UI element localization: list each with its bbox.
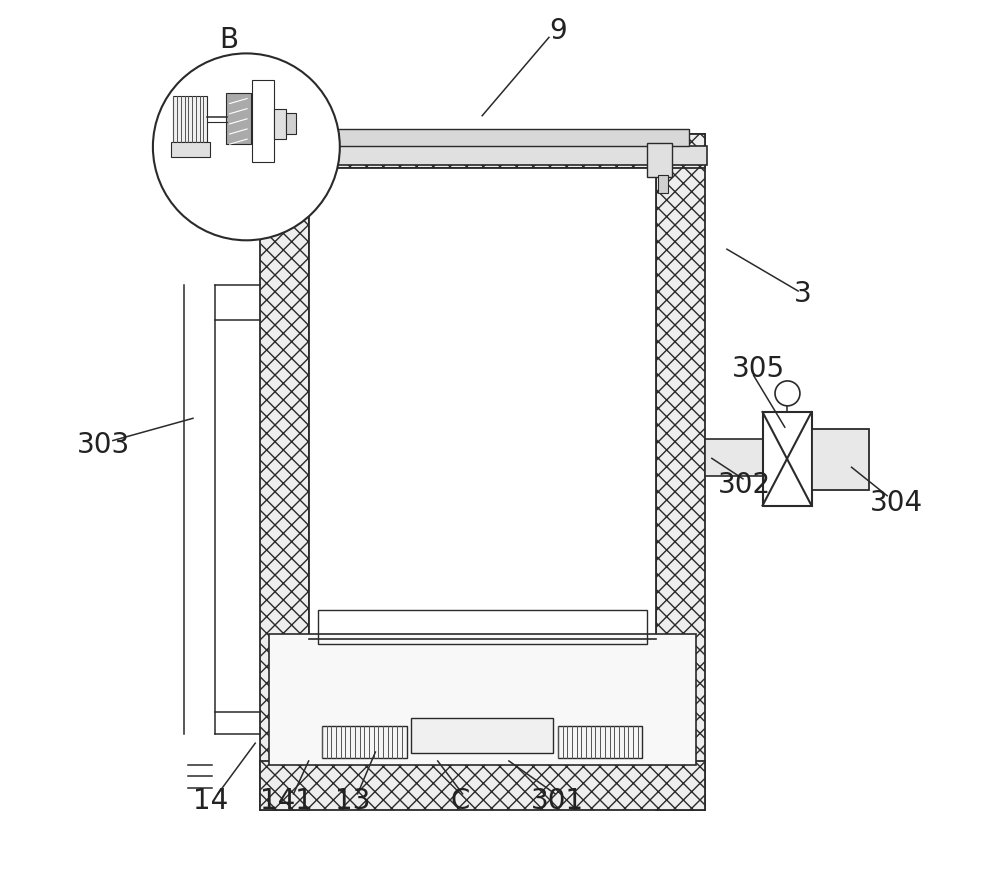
Circle shape: [153, 53, 340, 240]
Bar: [269, 634, 696, 765]
Text: 305: 305: [732, 355, 785, 384]
Text: B: B: [219, 26, 238, 54]
Bar: [309, 167, 656, 761]
Bar: [260, 134, 309, 810]
Text: 14: 14: [193, 787, 228, 815]
Bar: [171, 142, 210, 157]
Text: 302: 302: [718, 471, 771, 499]
Text: 3: 3: [794, 279, 811, 308]
Bar: [309, 636, 656, 761]
Bar: [252, 80, 274, 162]
Bar: [763, 412, 812, 506]
Bar: [274, 109, 286, 139]
Bar: [411, 717, 553, 753]
Bar: [226, 93, 251, 144]
Bar: [656, 134, 705, 810]
Text: 141: 141: [260, 787, 313, 815]
Bar: [260, 134, 705, 167]
Bar: [286, 113, 296, 134]
Bar: [260, 761, 705, 810]
Bar: [322, 725, 407, 757]
Text: 13: 13: [335, 787, 371, 815]
Text: C: C: [450, 787, 470, 815]
Text: 9: 9: [549, 17, 567, 45]
Bar: [257, 146, 707, 166]
Bar: [173, 96, 207, 142]
Text: 301: 301: [531, 787, 584, 815]
Circle shape: [775, 381, 800, 406]
Bar: [558, 725, 642, 757]
Bar: [705, 439, 763, 476]
Bar: [658, 174, 668, 193]
Bar: [318, 610, 647, 643]
Text: 303: 303: [77, 431, 131, 459]
Bar: [647, 142, 672, 176]
Text: 304: 304: [869, 489, 923, 517]
Bar: [276, 130, 689, 146]
Bar: [812, 429, 869, 490]
